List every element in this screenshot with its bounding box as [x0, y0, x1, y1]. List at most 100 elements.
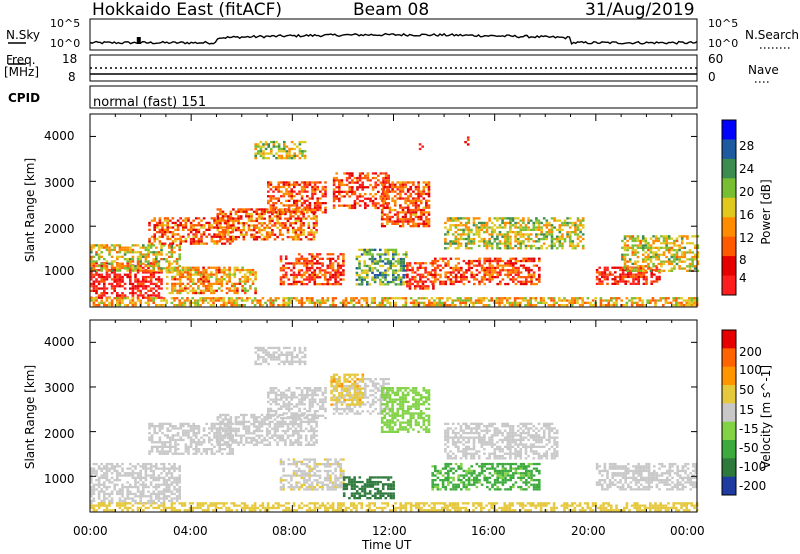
heatmap-cell [365, 297, 369, 300]
heatmap-cell [219, 231, 222, 234]
heatmap-cell [591, 299, 595, 302]
heatmap-cell [296, 145, 299, 148]
heatmap-cell [641, 258, 645, 261]
heatmap-cell [573, 299, 577, 302]
heatmap-cell [373, 297, 376, 300]
heatmap-cell [100, 287, 103, 290]
heatmap-cell [358, 186, 362, 189]
heatmap-cell [155, 502, 158, 505]
heatmap-cell [412, 299, 415, 302]
heatmap-cell [183, 301, 187, 304]
heatmap-cell [522, 257, 525, 260]
heatmap-cell [496, 259, 499, 263]
heatmap-cell [173, 297, 176, 300]
heatmap-cell [265, 235, 269, 239]
heatmap-cell [511, 301, 514, 304]
heatmap-cell [454, 278, 458, 281]
heatmap-cell [310, 266, 314, 270]
heatmap-cell [126, 488, 129, 491]
heatmap-cell [493, 269, 497, 272]
heatmap-cell [457, 276, 460, 279]
heatmap-cell [406, 282, 409, 286]
heatmap-cell [168, 262, 171, 265]
heatmap-cell [144, 467, 148, 470]
heatmap-cell [620, 304, 623, 307]
heatmap-cell [213, 219, 216, 222]
heatmap-cell [399, 297, 402, 300]
heatmap-cell [535, 282, 538, 286]
heatmap-cell [506, 242, 510, 245]
heatmap-cell [527, 271, 531, 274]
heatmap-cell [501, 221, 504, 225]
heatmap-cell [215, 275, 218, 279]
heatmap-cell [90, 479, 93, 482]
heatmap-cell [95, 474, 98, 477]
heatmap-cell [514, 237, 517, 241]
heatmap-cell [316, 206, 319, 209]
heatmap-cell [161, 452, 164, 455]
heatmap-cell [402, 262, 405, 265]
heatmap-cell [229, 235, 233, 239]
heatmap-cell [491, 278, 494, 281]
heatmap-cell [514, 278, 518, 281]
heatmap-cell [238, 268, 242, 272]
heatmap-cell [454, 264, 458, 267]
heatmap-cell [103, 481, 106, 484]
heatmap-cell [207, 280, 211, 283]
heatmap-cell [208, 431, 211, 435]
heatmap-cell [324, 206, 327, 209]
heatmap-cell [260, 212, 264, 216]
heatmap-cell [263, 229, 266, 232]
heatmap-cell [517, 273, 520, 276]
heatmap-cell [555, 228, 559, 231]
heatmap-cell [113, 479, 116, 482]
heatmap-cell [386, 190, 389, 193]
heatmap-cell [142, 485, 145, 489]
heatmap-cell [540, 226, 543, 229]
heatmap-cell [444, 237, 447, 241]
heatmap-cell [105, 497, 109, 500]
heatmap-cell [522, 233, 525, 236]
heatmap-cell [148, 425, 151, 428]
xtick-1200: 12:00 [372, 524, 407, 538]
heatmap-cell [173, 268, 177, 272]
heatmap-cell [677, 297, 681, 300]
heatmap-cell [116, 492, 119, 496]
heatmap-cell [238, 297, 241, 300]
heatmap-cell [313, 188, 317, 191]
heatmap-cell [292, 283, 296, 286]
heatmap-cell [213, 431, 216, 435]
heatmap-cell [202, 273, 205, 276]
heatmap-cell [303, 301, 306, 304]
heatmap-cell [356, 176, 359, 180]
heatmap-cell [110, 304, 114, 307]
heatmap-cell [290, 157, 294, 160]
heatmap-cell [228, 275, 231, 279]
heatmap-cell [386, 204, 389, 207]
heatmap-cell [139, 479, 142, 482]
heatmap-cell [110, 299, 114, 302]
heatmap-cell [530, 273, 533, 276]
heatmap-cell [576, 219, 580, 222]
heatmap-cell [558, 240, 562, 243]
heatmap-cell [598, 282, 601, 285]
heatmap-cell [254, 271, 257, 274]
heatmap-cell [449, 240, 452, 243]
heatmap-cell [184, 271, 187, 274]
heatmap-cell [97, 497, 101, 500]
heatmap-cell [292, 280, 296, 283]
heatmap-cell [310, 273, 314, 277]
heatmap-cell [171, 434, 175, 437]
power-region-13 [595, 266, 661, 285]
heatmap-cell [293, 204, 296, 207]
heatmap-cell [688, 267, 692, 270]
heatmap-cell [181, 301, 184, 304]
heatmap-cell [488, 276, 492, 279]
heatmap-cell [149, 483, 153, 486]
heatmap-cell [496, 262, 499, 265]
heatmap-cell [241, 275, 244, 279]
heatmap-cell [380, 218, 384, 221]
heatmap-cell [574, 228, 577, 231]
heatmap-cell [366, 248, 369, 251]
heatmap-cell [173, 282, 177, 285]
